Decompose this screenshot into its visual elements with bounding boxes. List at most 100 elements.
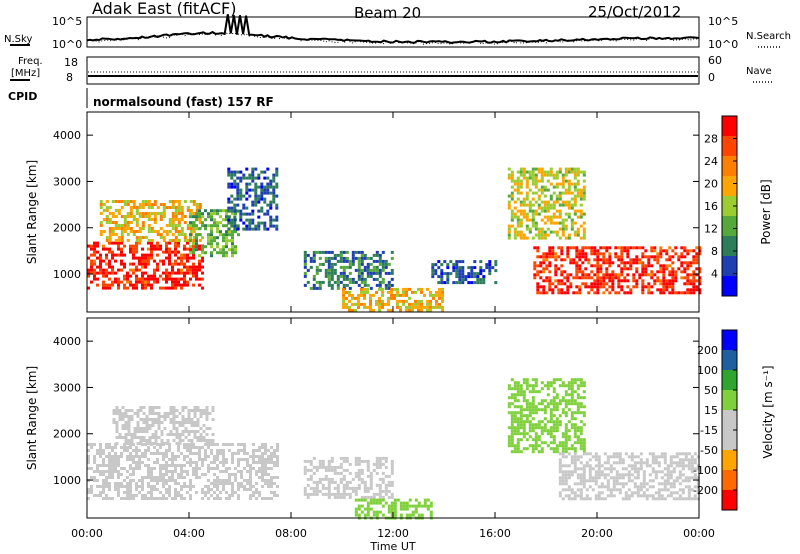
velocity-cell	[184, 418, 188, 421]
power-region-4	[303, 250, 394, 290]
velocity-cell	[180, 488, 183, 491]
power-cell	[549, 221, 553, 225]
velocity-cell	[573, 467, 577, 471]
power-cell	[405, 293, 408, 297]
power-cell	[198, 254, 201, 258]
power-cell	[254, 185, 258, 189]
power-cell	[578, 255, 582, 259]
velocity-cell	[145, 418, 149, 421]
power-cell	[254, 194, 258, 198]
velocity-cell	[111, 497, 114, 500]
power-cell	[467, 266, 471, 270]
velocity-cell	[252, 467, 255, 470]
power-cell	[260, 185, 264, 189]
power-colorbar-swatch	[722, 116, 737, 136]
power-cell	[345, 274, 349, 278]
velocity-cell	[582, 441, 586, 445]
velocity-cell	[117, 491, 120, 494]
power-cell	[345, 250, 349, 254]
power-cell	[183, 280, 186, 284]
velocity-cell	[513, 447, 517, 451]
power-cell	[555, 233, 559, 237]
velocity-cell	[357, 474, 361, 478]
power-cell	[168, 218, 172, 221]
power-cell	[695, 246, 699, 250]
power-cell	[629, 264, 633, 268]
velocity-cell	[681, 464, 685, 468]
power-cell	[357, 262, 361, 266]
velocity-cell	[333, 492, 337, 496]
power-cell	[93, 277, 96, 281]
velocity-cell	[654, 473, 658, 477]
power-cell	[306, 253, 310, 257]
velocity-cell	[172, 421, 176, 424]
velocity-cell	[196, 406, 200, 409]
velocity-cell	[354, 513, 358, 517]
velocity-cell	[639, 461, 643, 465]
power-cell	[360, 250, 364, 254]
power-cell	[536, 285, 540, 289]
power-cell	[656, 279, 660, 283]
power-cell	[446, 266, 450, 270]
power-cell	[602, 252, 606, 256]
velocity-cell	[276, 446, 279, 449]
velocity-cell	[540, 441, 544, 445]
power-cell	[138, 268, 141, 272]
power-cell	[426, 302, 429, 306]
velocity-cell	[159, 473, 162, 476]
velocity-cell	[618, 491, 622, 495]
velocity-cell	[687, 476, 691, 480]
power-cell	[570, 182, 574, 186]
power-cell	[228, 233, 231, 237]
power-cell	[516, 230, 520, 234]
velocity-cell	[145, 439, 149, 442]
velocity-cell	[558, 491, 562, 495]
velocity-cell	[193, 430, 197, 433]
power-cell	[587, 276, 591, 280]
power-cell	[177, 280, 180, 284]
velocity-cell	[132, 461, 135, 464]
power-cell	[522, 167, 526, 171]
velocity-cell	[99, 449, 102, 452]
velocity-cell	[127, 433, 131, 436]
power-cell	[269, 179, 273, 183]
power-cell	[192, 268, 195, 272]
power-cell	[548, 249, 552, 253]
power-cell	[138, 241, 141, 245]
velocity-cell	[378, 501, 382, 505]
velocity-cell	[648, 479, 652, 483]
power-cell	[584, 273, 588, 277]
velocity-cell	[372, 492, 376, 496]
power-cell	[396, 299, 399, 303]
power-cell	[564, 203, 568, 207]
power-cell	[572, 258, 576, 262]
power-cell	[236, 182, 240, 186]
power-cell	[222, 236, 225, 240]
power-cell	[522, 209, 526, 213]
velocity-cell	[105, 443, 108, 446]
velocity-cell	[126, 494, 129, 497]
power-cell	[363, 253, 367, 257]
velocity-cell	[333, 468, 337, 472]
power-cell	[174, 244, 177, 248]
power-cell	[153, 259, 156, 263]
velocity-cell	[513, 450, 517, 454]
velocity-cell	[579, 467, 583, 471]
velocity-cell	[390, 495, 394, 499]
velocity-cell	[193, 412, 197, 415]
power-cell	[123, 227, 127, 230]
power-cell	[573, 188, 577, 192]
velocity-cell	[519, 450, 523, 454]
power-cell	[306, 268, 310, 272]
velocity-cell	[561, 396, 565, 400]
power-cell	[537, 194, 541, 198]
power-colorbar-swatch	[722, 216, 737, 236]
velocity-cell	[669, 464, 673, 468]
power-cell	[414, 299, 417, 303]
velocity-cell	[663, 455, 667, 459]
power-cell	[171, 218, 175, 221]
power-cell	[464, 278, 468, 282]
velocity-cell	[624, 482, 628, 486]
velocity-cell	[204, 452, 207, 455]
velocity-cell	[141, 452, 144, 455]
